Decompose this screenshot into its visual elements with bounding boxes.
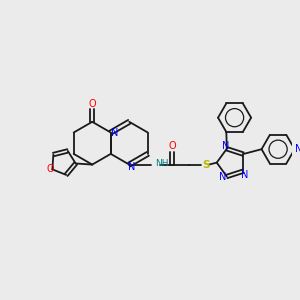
- Text: N: N: [219, 172, 226, 182]
- Text: NH: NH: [155, 159, 169, 168]
- Text: O: O: [46, 164, 54, 174]
- Text: N: N: [111, 128, 118, 137]
- Text: N: N: [295, 144, 300, 154]
- Text: O: O: [88, 99, 96, 109]
- Text: S: S: [202, 160, 210, 170]
- Text: N: N: [222, 141, 230, 151]
- Text: N: N: [128, 163, 135, 172]
- Text: N: N: [242, 170, 249, 180]
- Text: O: O: [168, 141, 176, 151]
